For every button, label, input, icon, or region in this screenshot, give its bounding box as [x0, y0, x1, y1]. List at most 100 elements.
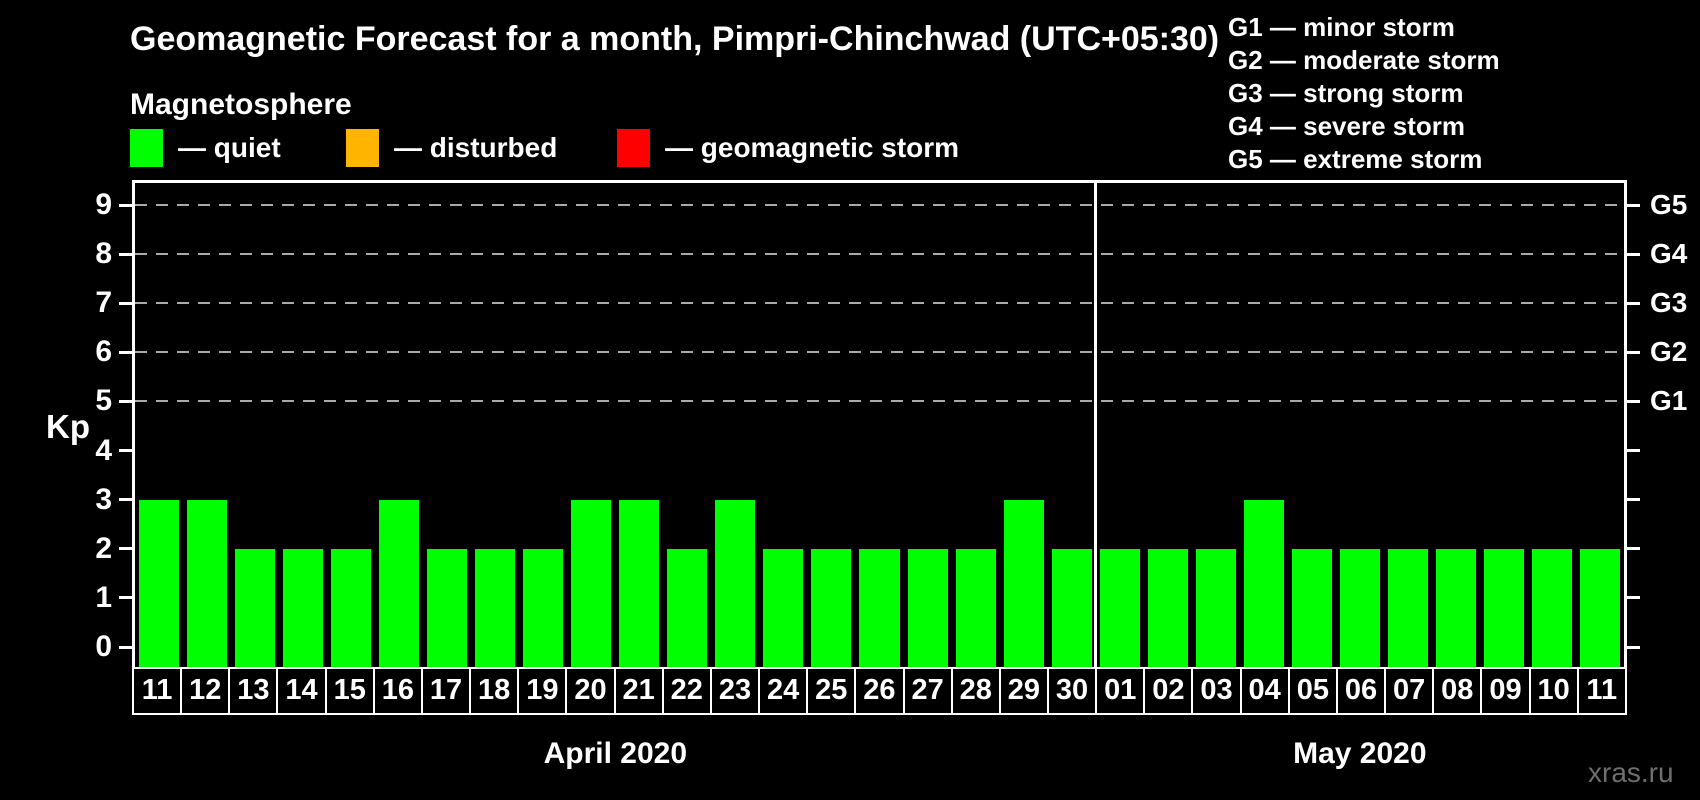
quiet-label: — quiet [178, 132, 281, 163]
y-tick-label-7: 7 [95, 286, 112, 320]
g3-legend-line: G3 — strong storm [1228, 78, 1464, 108]
day-cell-06: 06 [1335, 667, 1387, 715]
y-tick-left-8 [119, 252, 132, 256]
watermark: xras.ru [1588, 757, 1674, 788]
day-cell-01: 01 [1095, 667, 1146, 715]
kp-bar-day-22 [667, 548, 708, 667]
y-tick-label-3: 3 [95, 482, 112, 516]
kp-bar-day-26 [859, 548, 900, 667]
kp-bar-day-07 [1387, 548, 1428, 667]
day-cell-24: 24 [758, 667, 809, 715]
y-tick-left-9 [119, 203, 132, 207]
y-tick-left-5 [119, 399, 132, 403]
legend-item-quiet: — quiet [130, 128, 281, 168]
y-tick-left-6 [119, 350, 132, 354]
magnetosphere-label: Magnetosphere [130, 88, 352, 121]
y-tick-label-0: 0 [95, 630, 112, 663]
y-tick-left-7 [119, 301, 132, 305]
day-cell-25: 25 [806, 667, 857, 715]
kp-bar-day-15 [331, 548, 372, 667]
y-tick-label-4: 4 [95, 433, 112, 467]
month-label-april: April 2020 [543, 737, 688, 770]
y-tick-label-5: 5 [95, 384, 112, 418]
y-tick-left-4 [119, 449, 132, 453]
day-cell-15: 15 [324, 667, 375, 715]
kp-bar-day-05 [1291, 548, 1332, 667]
y-tick-label-8: 8 [95, 237, 112, 271]
y-tick-label-9: 9 [95, 188, 112, 221]
y-tick-right-3 [1627, 498, 1640, 502]
day-cell-12: 12 [180, 667, 231, 715]
day-cell-20: 20 [565, 667, 616, 715]
day-cell-09: 09 [1480, 667, 1531, 715]
y-tick-label-6: 6 [95, 335, 112, 369]
kp-bar-day-29 [1003, 499, 1044, 667]
day-axis-row: 11 12 13 14 15 16 17 18 19 20 21 22 23 24 25 26 27 28 29 30… [132, 667, 1627, 715]
y-tick-label-2: 2 [95, 531, 112, 565]
day-cell-14: 14 [276, 667, 327, 715]
quiet-color-swatch [130, 129, 163, 167]
g-axis-label-G2: G2 [1650, 336, 1688, 368]
kp-bar-day-16 [379, 499, 420, 667]
kp-bar-day-03 [1195, 548, 1236, 667]
kp-bar-day-01 [1099, 548, 1140, 667]
kp-bar-day-08 [1435, 548, 1476, 667]
storm-label: — geomagnetic storm [665, 132, 960, 163]
kp-bar-day-04 [1243, 499, 1284, 667]
kp-bar-day-02 [1147, 548, 1188, 667]
y-tick-right-4 [1627, 449, 1640, 453]
disturbed-color-swatch [346, 129, 379, 167]
y-axis-label: Kp [46, 408, 90, 445]
day-cell-13: 13 [228, 667, 279, 715]
kp-bar-day-23 [715, 499, 756, 667]
kp-bar-day-24 [763, 548, 804, 667]
day-cell-08: 08 [1432, 667, 1483, 715]
day-cell-26: 26 [854, 667, 905, 715]
y-tick-label-1: 1 [95, 580, 112, 614]
y-tick-right-6 [1627, 350, 1640, 354]
kp-bar-day-12 [187, 499, 228, 667]
g-axis-label-G5: G5 [1650, 189, 1688, 220]
day-cell-22: 22 [661, 667, 712, 715]
g-axis-label-G4: G4 [1650, 238, 1688, 270]
y-tick-left-2 [119, 547, 132, 551]
y-tick-right-5 [1627, 399, 1640, 403]
day-cell-28: 28 [950, 667, 1001, 715]
g-axis-label-G1: G1 [1650, 385, 1688, 417]
plot-area [132, 180, 1627, 667]
day-cell-19: 19 [517, 667, 568, 715]
y-tick-right-9 [1627, 203, 1640, 207]
g-scale-legend: G1 — minor storm G2 — moderate storm G3 … [1228, 11, 1500, 176]
legend-item-disturbed: — disturbed [346, 128, 557, 168]
day-cell-03: 03 [1191, 667, 1242, 715]
y-tick-right-0 [1627, 645, 1640, 649]
kp-bar-day-13 [235, 548, 276, 667]
kp-bar-day-21 [619, 499, 660, 667]
kp-bar-day-28 [955, 548, 996, 667]
y-tick-left-0 [119, 645, 132, 649]
g-axis-label-G3: G3 [1650, 287, 1688, 319]
day-cell-11: 11 [1576, 667, 1627, 715]
chart-title: Geomagnetic Forecast for a month, Pimpri… [130, 20, 1220, 58]
gridline-kp9 [135, 204, 1624, 206]
y-tick-right-1 [1627, 596, 1640, 600]
day-cell-04: 04 [1239, 667, 1290, 715]
g5-legend-line: G5 — extreme storm [1228, 144, 1483, 174]
day-cell-23: 23 [709, 667, 761, 715]
kp-bar-day-20 [571, 499, 612, 667]
storm-color-swatch [617, 129, 650, 167]
y-tick-right-2 [1627, 547, 1640, 551]
kp-bar-day-27 [907, 548, 948, 667]
day-cell-16: 16 [372, 667, 423, 715]
day-cell-02: 02 [1143, 667, 1194, 715]
kp-bar-day-18 [475, 548, 516, 667]
day-cell-05: 05 [1287, 667, 1338, 715]
kp-bar-day-30 [1051, 548, 1092, 667]
g2-legend-line: G2 — moderate storm [1228, 45, 1500, 75]
kp-bar-day-14 [283, 548, 324, 667]
day-cell-21: 21 [613, 667, 664, 715]
g4-legend-line: G4 — severe storm [1228, 111, 1466, 141]
kp-bar-day-19 [523, 548, 564, 667]
gridline-kp5 [135, 400, 1624, 403]
kp-bar-day-11 [139, 499, 180, 667]
